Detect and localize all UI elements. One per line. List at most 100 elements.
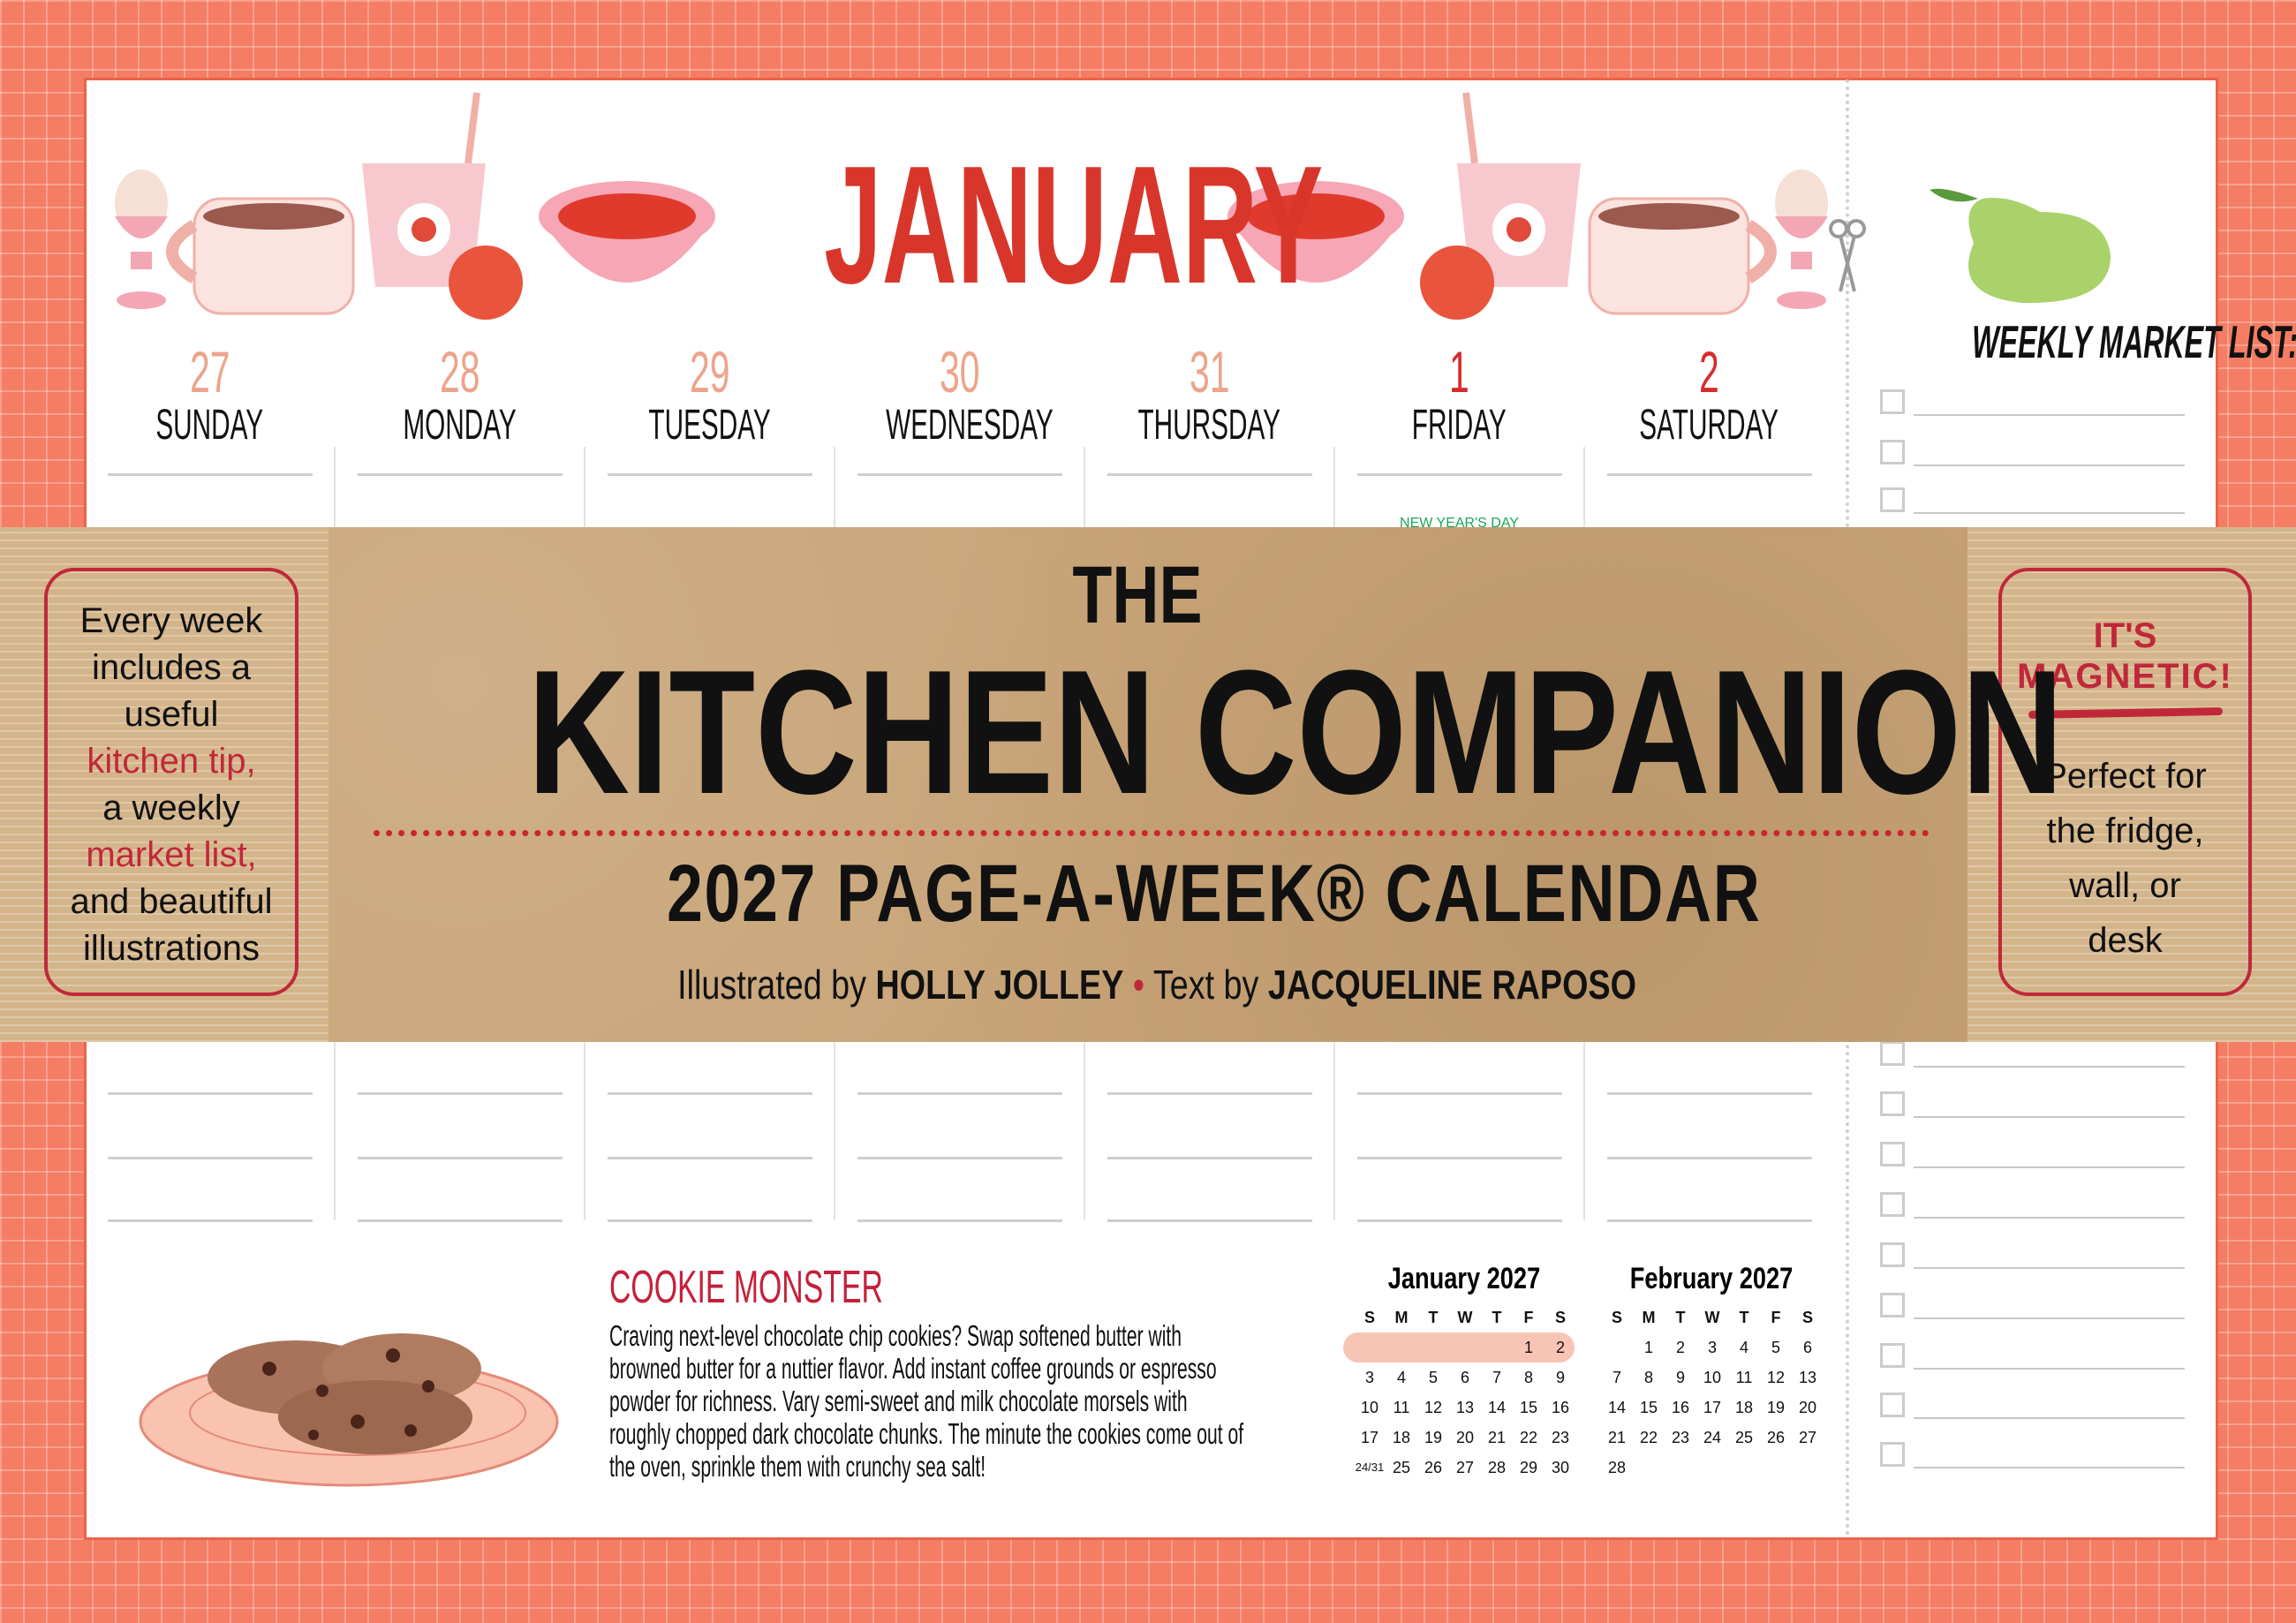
market-checkbox[interactable] — [1880, 1242, 1905, 1267]
market-checkbox[interactable] — [1880, 487, 1905, 512]
note-line[interactable] — [1107, 1157, 1312, 1159]
market-checkbox[interactable] — [1880, 440, 1905, 464]
market-line[interactable] — [1914, 414, 2185, 416]
date-cell: 7 — [1612, 1369, 1621, 1387]
market-line[interactable] — [1914, 1166, 2185, 1168]
note-line[interactable] — [857, 1092, 1062, 1095]
date-cell — [1386, 1332, 1417, 1363]
column-divider — [1583, 447, 1585, 527]
date-cell: 5 — [1771, 1339, 1780, 1357]
note-line[interactable] — [608, 1219, 812, 1222]
market-line[interactable] — [1914, 1217, 2185, 1219]
market-checkbox[interactable] — [1880, 1442, 1905, 1467]
market-line[interactable] — [1914, 1066, 2185, 1068]
cookie-icon — [278, 1380, 472, 1454]
date-cell: 27 — [1798, 1429, 1817, 1447]
market-line[interactable] — [1914, 1267, 2185, 1269]
note-line[interactable] — [1357, 1092, 1562, 1095]
date-cell: 29 — [1519, 1459, 1538, 1477]
day-column-wednesday: 30 WEDNESDAY — [835, 343, 1084, 447]
market-line[interactable] — [1914, 1368, 2185, 1370]
day-name: THURSDAY — [1137, 402, 1281, 449]
date-cell: 9 — [1555, 1369, 1565, 1387]
date-cell: 27 — [1455, 1459, 1475, 1477]
market-checkbox[interactable] — [1880, 1343, 1905, 1368]
mini-calendar-february: February 2027 S M T W T F S 1 2 3 4 5 6 7 8 9 10 11 12 13 14 1… — [1601, 1262, 1822, 1483]
market-checkbox[interactable] — [1880, 1393, 1905, 1417]
market-checkbox[interactable] — [1880, 1091, 1905, 1116]
date-cell: 8 — [1523, 1369, 1533, 1387]
day-column-friday: 1 FRIDAY NEW YEAR'S DAY — [1334, 343, 1584, 532]
note-line[interactable] — [1107, 473, 1312, 476]
market-checkbox[interactable] — [1880, 1192, 1905, 1217]
note-line[interactable] — [108, 1157, 313, 1159]
note-line[interactable] — [108, 1092, 313, 1095]
note-line[interactable] — [608, 473, 812, 476]
date-cell: 13 — [1798, 1369, 1817, 1387]
market-checkbox[interactable] — [1880, 389, 1905, 414]
column-divider — [1333, 1042, 1335, 1220]
column-divider — [334, 1042, 336, 1220]
right-panel — [1967, 527, 2296, 1042]
date-cell: 10 — [1360, 1399, 1379, 1417]
date-cell: 24/31 — [1355, 1461, 1385, 1475]
market-line[interactable] — [1914, 1417, 2185, 1419]
market-list-title: WEEKLY MARKET LIST: — [1972, 317, 2296, 368]
market-line[interactable] — [1914, 464, 2185, 466]
day-column-monday: 28 MONDAY — [335, 343, 585, 447]
date-cell: 6 — [1460, 1369, 1469, 1387]
market-line[interactable] — [1914, 1467, 2185, 1468]
note-line[interactable] — [108, 1219, 313, 1222]
note-line[interactable] — [1607, 1092, 1812, 1095]
note-line[interactable] — [1357, 473, 1562, 476]
date-cell: 18 — [1734, 1399, 1754, 1417]
note-line[interactable] — [608, 1157, 812, 1159]
market-checkbox[interactable] — [1880, 1293, 1905, 1317]
date-cell: 26 — [1766, 1429, 1786, 1447]
note-line[interactable] — [358, 1092, 563, 1095]
date-cell: 5 — [1428, 1369, 1438, 1387]
note-line[interactable] — [1357, 1157, 1562, 1159]
month-title: JANUARY — [824, 132, 1324, 319]
date-cell: 22 — [1639, 1429, 1658, 1447]
note-line[interactable] — [1107, 1219, 1312, 1222]
yogurt-cup-icon — [362, 92, 486, 287]
note-line[interactable] — [358, 1219, 563, 1222]
date-cell: 2 — [1555, 1339, 1565, 1357]
market-checkbox[interactable] — [1880, 1142, 1905, 1166]
note-line[interactable] — [608, 1092, 812, 1095]
note-line[interactable] — [1357, 1219, 1562, 1222]
market-line[interactable] — [1914, 1317, 2185, 1319]
note-line[interactable] — [1107, 1092, 1312, 1095]
market-line[interactable] — [1914, 1116, 2185, 1118]
date-cell: 12 — [1424, 1399, 1443, 1417]
date-cell: 25 — [1392, 1459, 1411, 1477]
note-line[interactable] — [1607, 1219, 1812, 1222]
date-cell: 1 — [1523, 1339, 1533, 1357]
note-line[interactable] — [857, 1157, 1062, 1159]
note-line[interactable] — [857, 473, 1062, 476]
date-cell: 23 — [1551, 1429, 1570, 1447]
market-checkbox[interactable] — [1880, 1041, 1905, 1066]
date-cell: 9 — [1675, 1369, 1685, 1387]
column-divider — [1583, 1042, 1585, 1220]
note-line[interactable] — [358, 1157, 563, 1159]
note-line[interactable] — [857, 1219, 1062, 1222]
note-line[interactable] — [108, 473, 313, 476]
day-number: 31 — [1189, 339, 1230, 404]
date-cell: 11 — [1393, 1399, 1410, 1417]
egg-cup-icon — [115, 170, 168, 309]
market-line[interactable] — [1914, 512, 2185, 514]
date-cell: 26 — [1424, 1459, 1443, 1477]
day-number: 27 — [189, 339, 230, 404]
pear-icon — [1930, 188, 2111, 304]
note-line[interactable] — [1607, 1157, 1812, 1159]
weekday-header: S — [1801, 1309, 1813, 1327]
note-line[interactable] — [1607, 473, 1812, 476]
weekday-header: F — [1523, 1309, 1534, 1327]
note-line[interactable] — [358, 473, 563, 476]
apple-icon — [449, 245, 523, 320]
date-cell: 23 — [1671, 1429, 1690, 1447]
date-cell: 2 — [1675, 1339, 1685, 1357]
day-number: 1 — [1449, 339, 1469, 404]
